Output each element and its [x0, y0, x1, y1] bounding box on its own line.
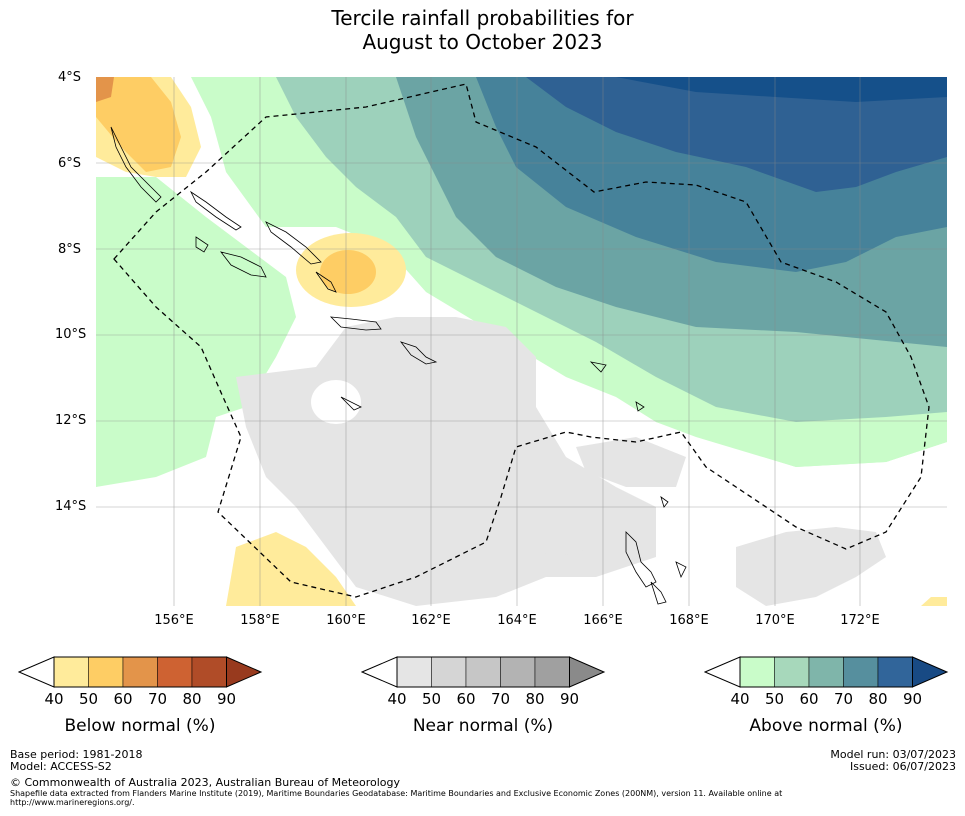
model-text: Model: ACCESS-S2: [10, 760, 112, 773]
lon-label-164e: 164°E: [497, 613, 537, 628]
lon-label-166e: 166°E: [583, 613, 623, 628]
below-tick-40: 40: [44, 690, 64, 708]
below-60-corner: [96, 77, 114, 102]
near-40-hole: [311, 380, 361, 424]
chart-title: Tercile rainfall probabilities for Augus…: [0, 6, 965, 54]
above-tick-60: 60: [799, 690, 819, 708]
map-svg: [96, 77, 947, 606]
lat-label-4s: 4°S: [58, 70, 82, 85]
above-tick-40: 40: [730, 690, 750, 708]
legend-above-normal: 40 50 60 70 80 90 Above normal (%): [704, 656, 960, 736]
below-40-south: [226, 532, 356, 606]
lat-label-8s: 8°S: [58, 242, 82, 257]
near-tick-80: 80: [525, 690, 545, 708]
near-tick-40: 40: [387, 690, 407, 708]
colorbar-below: [18, 656, 263, 688]
island-outlines: [110, 126, 687, 605]
below-tick-80: 80: [182, 690, 202, 708]
shapefile-text-1: Shapefile data extracted from Flanders M…: [10, 789, 783, 798]
near-tick-70: 70: [490, 690, 511, 708]
model-run-text: Model run: 03/07/2023: [830, 748, 956, 761]
gridlines: [96, 77, 947, 606]
lat-label-10s: 10°S: [55, 327, 87, 342]
above-90-region: [616, 77, 947, 102]
lon-label-162e: 162°E: [411, 613, 451, 628]
colorbar-above: [704, 656, 949, 688]
near-40-south: [526, 532, 596, 555]
lat-label-12s: 12°S: [55, 413, 87, 428]
near-tick-60: 60: [456, 690, 476, 708]
above-40-southeast: [656, 407, 947, 467]
legend-below-normal: 40 50 60 70 80 90 Below normal (%): [18, 656, 274, 736]
lat-label-14s: 14°S: [55, 499, 87, 514]
above-tick-50: 50: [764, 690, 785, 708]
copyright-text: © Commonwealth of Australia 2023, Austra…: [10, 776, 400, 789]
lat-label-6s: 6°S: [58, 156, 82, 171]
issued-text: Issued: 06/07/2023: [849, 760, 956, 773]
lon-label-156e: 156°E: [154, 613, 194, 628]
below-normal-caption: Below normal (%): [64, 716, 216, 736]
lon-label-170e: 170°E: [755, 613, 795, 628]
near-tick-50: 50: [421, 690, 442, 708]
near-40-east: [576, 437, 686, 487]
footer-right: Model run: 03/07/2023 Issued: 06/07/2023: [830, 749, 956, 773]
above-40-west: [96, 177, 296, 487]
lon-label-160e: 160°E: [326, 613, 366, 628]
below-tick-60: 60: [113, 690, 133, 708]
above-normal-caption: Above normal (%): [749, 716, 903, 736]
above-tick-80: 80: [868, 690, 888, 708]
title-line-2: August to October 2023: [362, 30, 603, 54]
below-tick-70: 70: [147, 690, 168, 708]
colorbar-near: [361, 656, 606, 688]
below-50-central: [320, 250, 376, 294]
title-line-1: Tercile rainfall probabilities for: [331, 6, 634, 30]
lon-label-158e: 158°E: [240, 613, 280, 628]
shapefile-text-2: http://www.marineregions.org/.: [10, 798, 135, 807]
lon-label-172e: 172°E: [840, 613, 880, 628]
base-period-text: Base period: 1981-2018: [10, 748, 143, 761]
below-tick-90: 90: [216, 690, 237, 708]
below-40-se-corner: [921, 597, 947, 606]
below-tick-50: 50: [78, 690, 99, 708]
above-tick-70: 70: [833, 690, 854, 708]
rainfall-probability-map: [96, 77, 947, 606]
above-tick-90: 90: [902, 690, 923, 708]
legend-near-normal: 40 50 60 70 80 90 Near normal (%): [361, 656, 617, 736]
footer-left: Base period: 1981-2018 Model: ACCESS-S2 …: [10, 748, 783, 808]
near-normal-caption: Near normal (%): [412, 716, 554, 736]
near-40-southeast: [736, 527, 886, 606]
below-50-northwest: [96, 77, 181, 172]
eez-boundary: [113, 83, 930, 598]
lon-label-168e: 168°E: [669, 613, 709, 628]
near-tick-90: 90: [559, 690, 580, 708]
